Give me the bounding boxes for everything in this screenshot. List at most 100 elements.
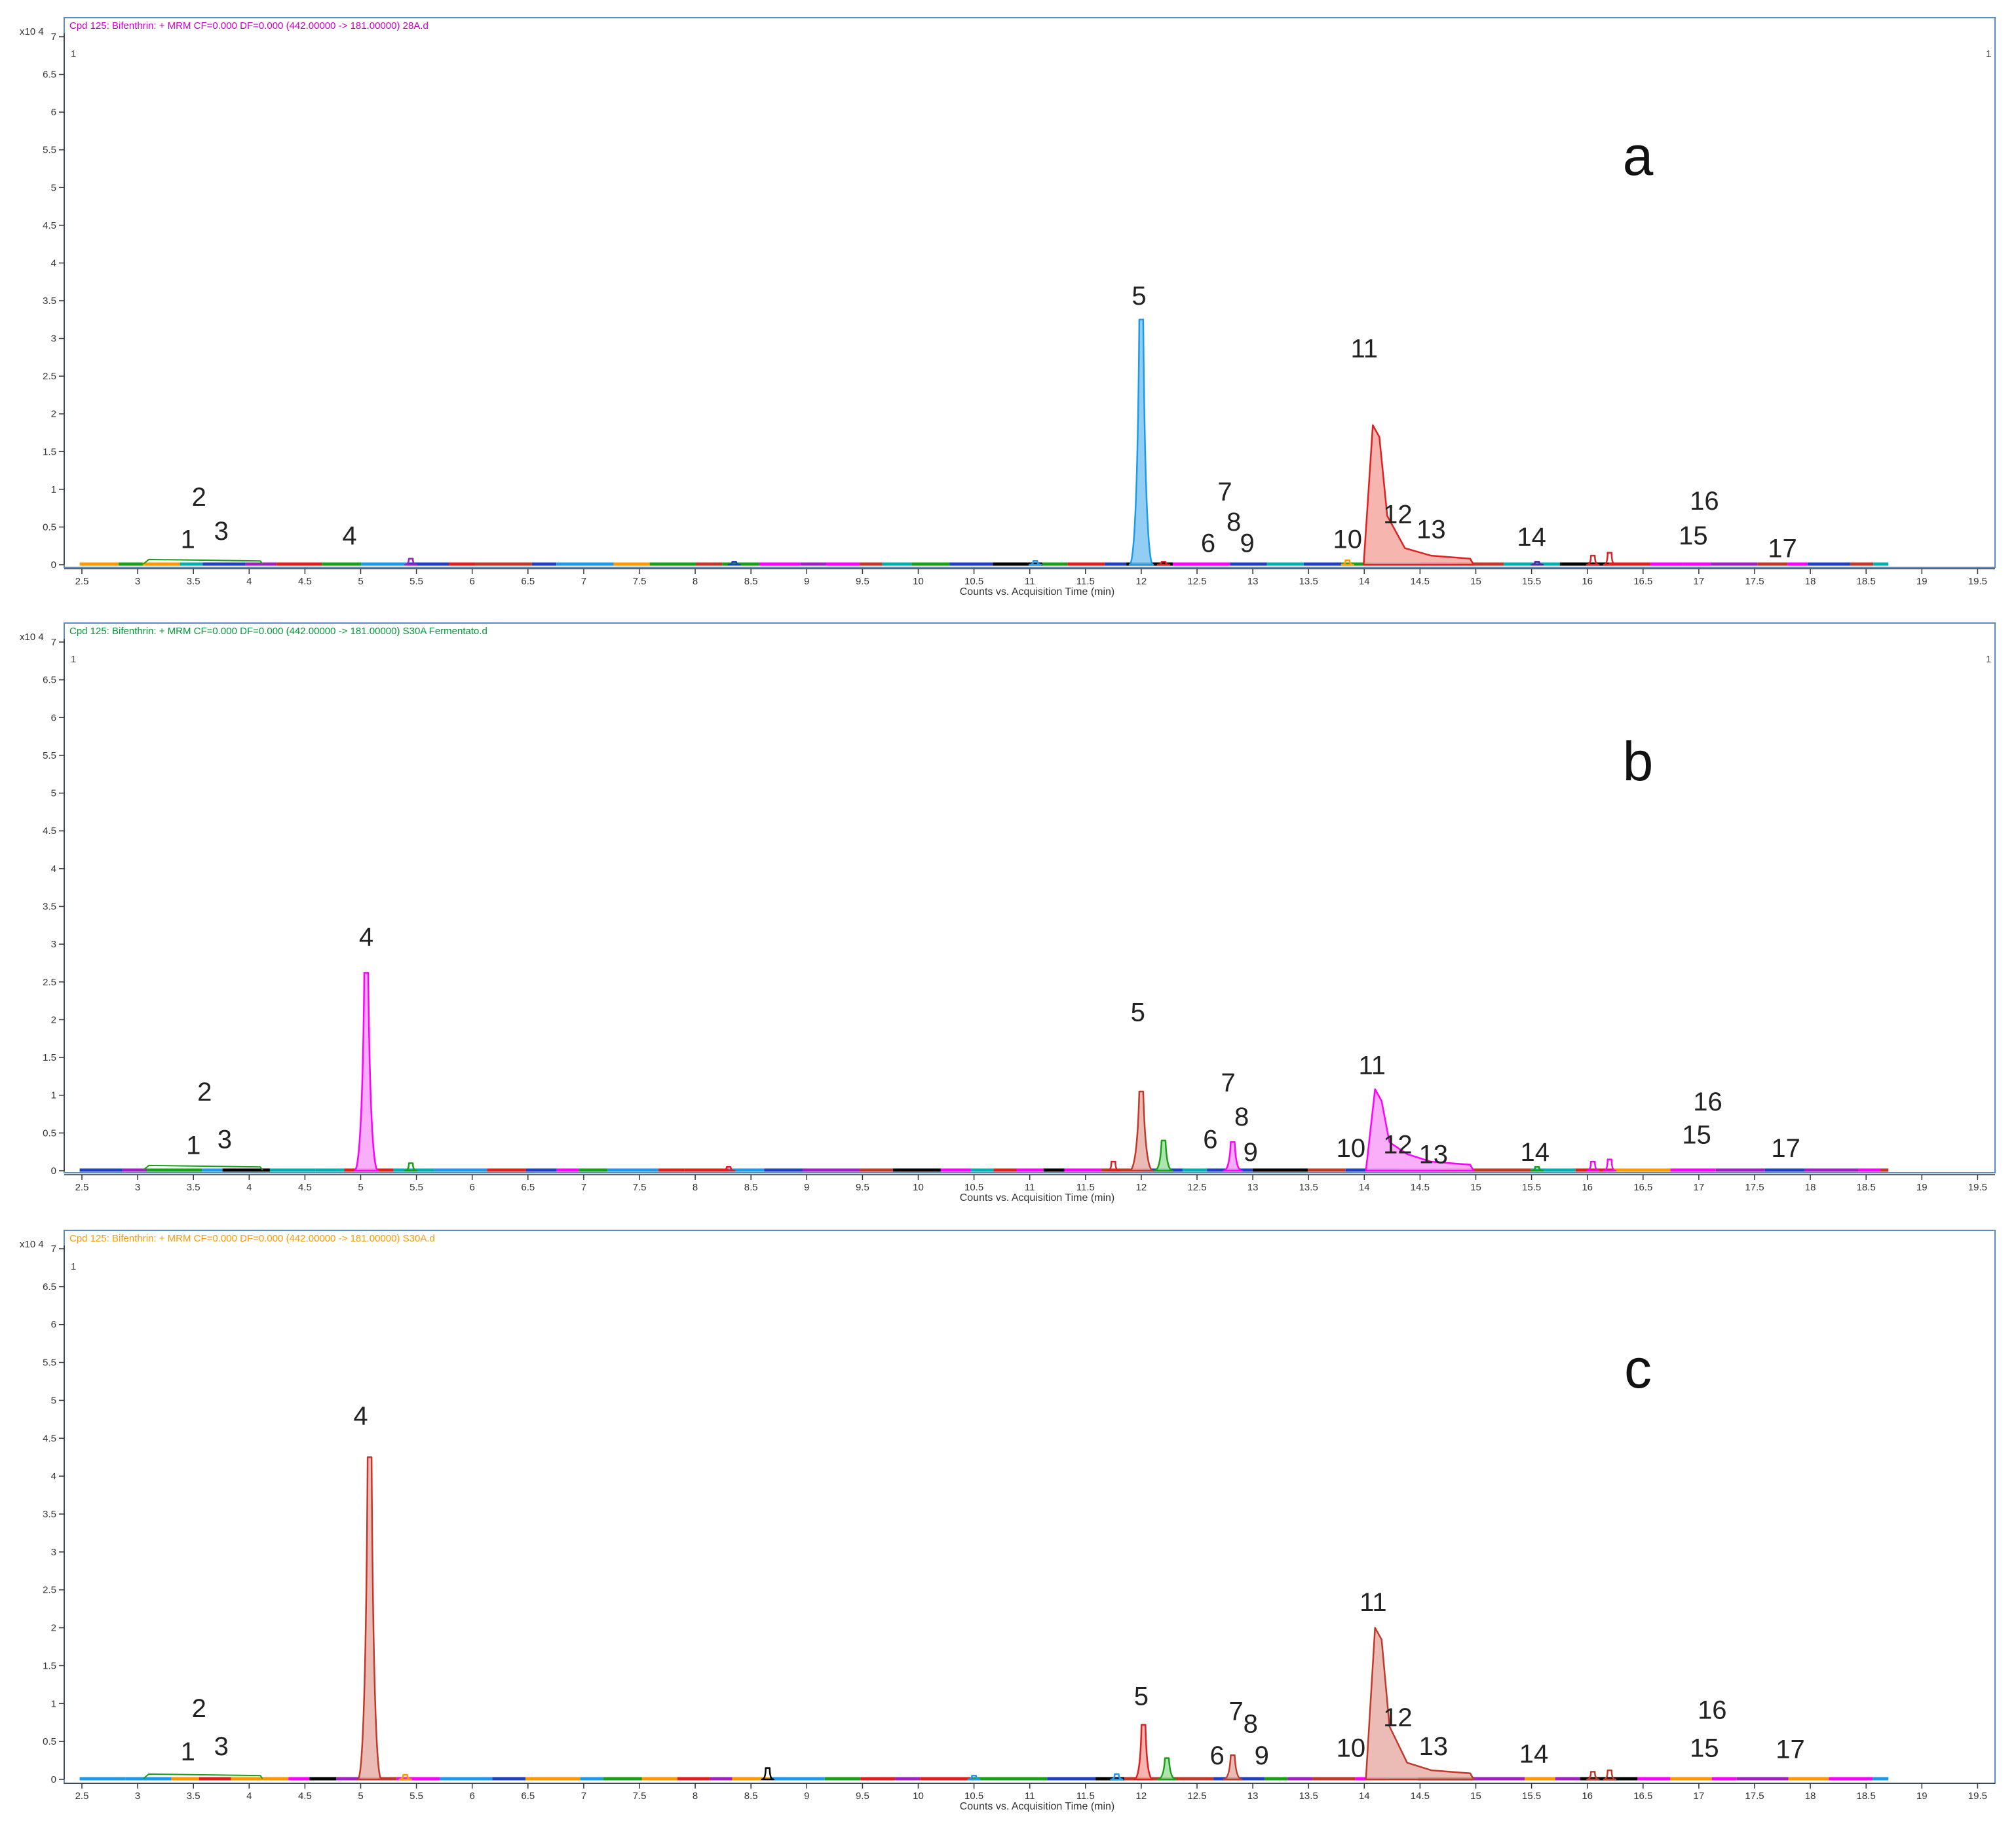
x-tick-label: 5 [358,1182,363,1193]
y-tick-label: 4.5 [43,825,56,837]
peak-label: 2 [197,1078,212,1107]
y-tick-label: 1.5 [43,1660,56,1671]
y-tick-label: 2 [51,409,56,420]
peak-label: 12 [1383,1703,1413,1732]
peak-label: 4 [359,922,373,951]
x-tick-label: 12 [1136,1791,1147,1802]
x-tick-label: 4 [246,1791,252,1802]
x-tick-label: 19 [1916,1791,1928,1802]
x-tick-label: 8 [693,576,698,587]
x-tick-label: 7 [581,1791,586,1802]
peak [1603,1158,1616,1172]
y-tick-label: 2 [51,1623,56,1634]
y-tick-label: 4 [51,1471,56,1482]
x-tick-label: 16 [1582,1182,1593,1193]
x-tick-label: 2.5 [75,1791,89,1802]
x-tick-label: 4 [246,1182,252,1193]
peak-label: 9 [1240,529,1254,558]
x-tick-label: 16 [1582,1791,1593,1802]
y-tick-label: 4 [51,257,56,269]
y-tick-label: 5 [51,1395,56,1406]
y-tick-label: 0.5 [43,1128,56,1139]
x-tick-label: 3.5 [187,1791,200,1802]
x-tick-label: 14 [1359,576,1370,587]
peak-label: 7 [1217,478,1232,506]
y-tick-label: 6.5 [43,1281,56,1293]
x-tick-label: 18.5 [1857,1182,1876,1193]
x-tick-label: 9.5 [856,576,869,587]
x-tick-label: 8.5 [744,1791,758,1802]
peak-label: 10 [1337,1134,1366,1163]
peak-label: 2 [192,1694,206,1723]
x-tick-label: 9.5 [856,1791,869,1802]
x-tick-label: 8.5 [744,576,758,587]
x-tick-label: 8.5 [744,1182,758,1193]
y-tick-label: 0 [51,559,56,571]
peak-label: 13 [1417,516,1446,544]
x-tick-label: 9.5 [856,1182,869,1193]
peak-label: 16 [1698,1696,1727,1724]
peak-label: 1 [181,1737,195,1766]
x-tick-label: 12.5 [1187,1791,1206,1802]
peak-label: 13 [1419,1732,1449,1761]
x-tick-label: 14 [1359,1182,1370,1193]
x-tick-label: 13 [1247,576,1259,587]
peak-label: 14 [1519,1740,1549,1769]
x-tick-label: 13 [1247,1182,1259,1193]
x-tick-label: 10 [913,1791,924,1802]
y-tick-label: 4.5 [43,220,56,231]
peak [1133,1724,1154,1781]
y-exponent-label: x10 4 [20,632,44,643]
y-tick-label: 5.5 [43,145,56,156]
x-tick-label: 6 [470,1182,475,1193]
x-tick-label: 11 [1025,1791,1035,1802]
x-tick-label: 15 [1470,1182,1481,1193]
x-tick-label: 19 [1916,1182,1928,1193]
x-tick-label: 19.5 [1968,576,1987,587]
x-tick-label: 5.5 [409,1791,423,1802]
corner-index-right: 1 [1986,654,1991,665]
corner-index-left: 1 [71,654,76,665]
x-tick-label: 5 [358,576,363,587]
x-tick-label: 11 [1025,576,1035,587]
x-tick-label: 14.5 [1411,1791,1430,1802]
x-tick-label: 12.5 [1187,576,1206,587]
peak [1586,1771,1600,1781]
y-tick-label: 5 [51,788,56,799]
x-tick-label: 19 [1916,576,1928,587]
y-tick-label: 1.5 [43,1052,56,1063]
x-tick-label: 13.5 [1299,1791,1318,1802]
peak [1586,554,1600,566]
baseline-trace [142,558,263,565]
peak [1153,1139,1174,1172]
peak [356,1456,383,1781]
x-tick-label: 3 [135,1182,140,1193]
y-tick-label: 5.5 [43,750,56,761]
peak [1128,1090,1154,1172]
x-tick-label: 18 [1805,576,1816,587]
baseline-trace [142,1164,263,1171]
y-tick-label: 3 [51,939,56,950]
y-tick-label: 2.5 [43,1585,56,1596]
x-tick-label: 15.5 [1522,1182,1541,1193]
x-tick-label: 15.5 [1522,1791,1541,1802]
x-tick-label: 15 [1470,1791,1481,1802]
peak-label: 10 [1337,1734,1366,1762]
peak-label: 5 [1134,1682,1149,1711]
x-axis-label: Counts vs. Acquisition Time (min) [960,1801,1115,1812]
peak [1156,1757,1177,1781]
x-tick-label: 17.5 [1745,1182,1764,1193]
x-tick-label: 15.5 [1522,576,1541,587]
x-tick-label: 18.5 [1857,1791,1876,1802]
x-tick-label: 2.5 [75,1182,89,1193]
x-tick-label: 5 [358,1791,363,1802]
y-tick-label: 3 [51,333,56,345]
x-tick-label: 19.5 [1968,1182,1987,1193]
x-tick-label: 5.5 [409,576,423,587]
peak [1341,559,1355,566]
x-axis-label: Counts vs. Acquisition Time (min) [960,586,1115,597]
x-tick-label: 16 [1582,576,1593,587]
x-tick-label: 17 [1694,1791,1705,1802]
x-tick-label: 15 [1470,576,1481,587]
peak-label: 1 [186,1131,200,1160]
